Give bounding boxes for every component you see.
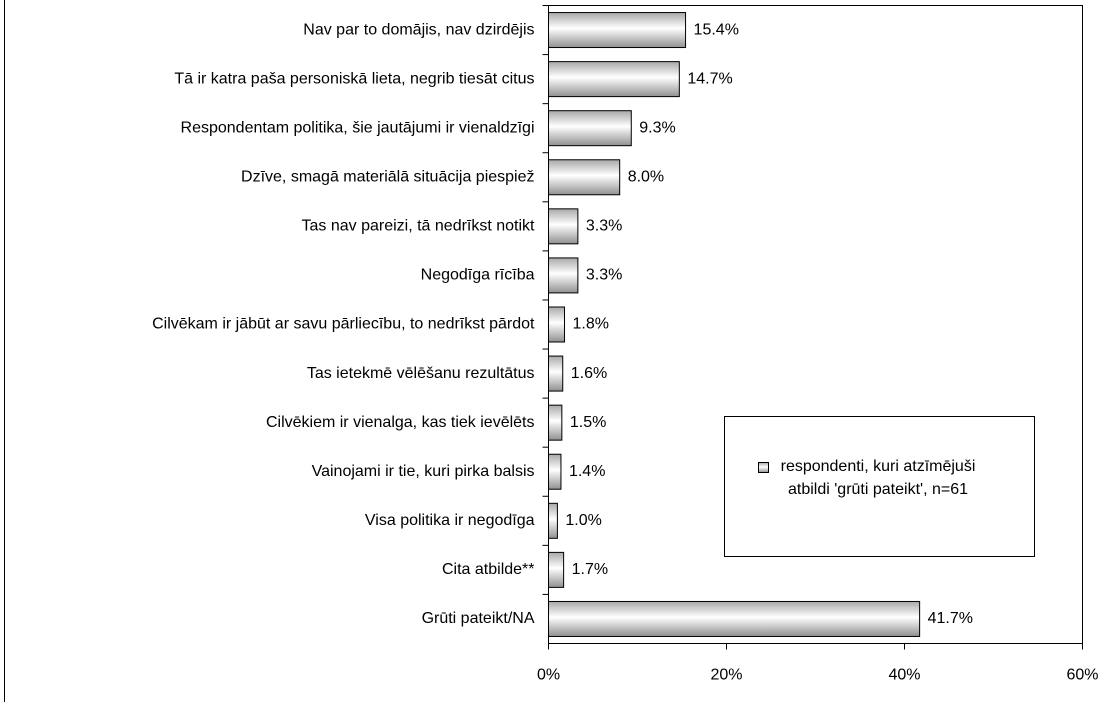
legend-swatch — [758, 462, 769, 473]
value-label: 3.3% — [586, 267, 622, 284]
y-tick-label: Cilvēkam ir jābūt ar savu pārliecību, to… — [152, 316, 535, 333]
bar — [548, 257, 579, 294]
bar — [548, 355, 564, 392]
y-tick-label: Grūti pateikt/NA — [422, 610, 535, 627]
y-tick-label: Vainojami ir tie, kuri pirka balsis — [312, 463, 535, 480]
bar — [548, 12, 687, 49]
bar — [548, 61, 680, 98]
x-tick-label: 40% — [888, 667, 920, 684]
y-tick-label: Visa politika ir negodīga — [365, 512, 535, 529]
x-tick-label: 60% — [1066, 667, 1098, 684]
value-label: 14.7% — [687, 70, 732, 87]
value-label: 41.7% — [928, 610, 973, 627]
bar — [548, 502, 558, 539]
value-label: 1.8% — [573, 316, 609, 333]
y-tick-label: Respondentam politika, šie jautājumi ir … — [181, 119, 535, 136]
value-label: 8.0% — [628, 168, 664, 185]
value-label: 3.3% — [586, 218, 622, 235]
value-label: 1.7% — [572, 561, 608, 578]
y-tick-label: Nav par to domājis, nav dzirdējis — [303, 21, 534, 38]
y-tick-label: Cita atbilde** — [442, 561, 535, 578]
x-tick-label: 20% — [710, 667, 742, 684]
value-label: 1.5% — [570, 414, 606, 431]
bar — [548, 208, 579, 245]
value-label: 1.0% — [565, 512, 601, 529]
y-tick-label: Dzīve, smagā materiālā situācija piespie… — [241, 168, 534, 185]
bar — [548, 551, 565, 588]
y-tick-label: Tas ietekmē vēlēšanu rezultātus — [307, 365, 535, 382]
value-label: 1.6% — [571, 365, 607, 382]
y-tick-label: Tas nav pareizi, tā nedrīkst notikt — [302, 218, 536, 235]
legend-entry: respondenti, kuri atzīmējuši atbildi 'gr… — [780, 458, 976, 498]
bar — [548, 306, 566, 343]
value-label: 15.4% — [694, 21, 739, 38]
legend: respondenti, kuri atzīmējuši atbildi 'gr… — [724, 416, 1035, 557]
bar — [548, 453, 562, 490]
x-tick-label: 0% — [537, 667, 560, 684]
legend-label: respondenti, kuri atzīmējuši atbildi 'gr… — [780, 458, 976, 498]
value-label: 1.4% — [569, 463, 605, 480]
value-label: 9.3% — [639, 119, 675, 136]
bar — [548, 110, 632, 147]
bar — [548, 159, 621, 196]
y-tick-label: Cilvēkiem ir vienalga, kas tiek ievēlēts — [266, 414, 535, 431]
y-tick-label: Negodīga rīcība — [421, 267, 535, 284]
legend-box — [724, 416, 1035, 557]
bar — [548, 600, 921, 637]
bar — [548, 404, 563, 441]
y-tick-label: Tā ir katra paša personiskā lieta, negri… — [174, 70, 534, 87]
